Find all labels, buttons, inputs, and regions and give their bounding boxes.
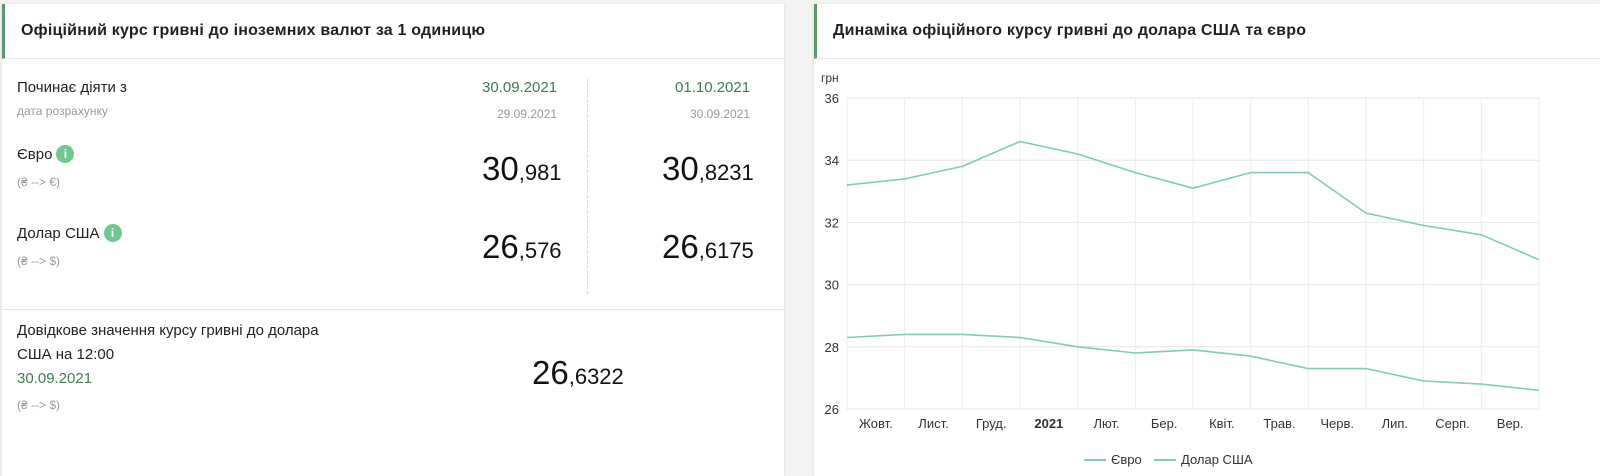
official-rates-title: Офіційний курс гривні до іноземних валют… <box>2 4 784 59</box>
usd-rate-col2-int: 26 <box>662 228 699 265</box>
official-rates-panel: Офіційний курс гривні до іноземних валют… <box>2 4 784 476</box>
legend-euro-swatch <box>1084 458 1106 461</box>
y-tick-label: 30 <box>825 278 839 293</box>
euro-rate-col1: 30,981 <box>482 152 562 189</box>
reference-rate-int: 26 <box>532 354 569 391</box>
col1-date: 30.09.2021 <box>482 79 558 96</box>
reference-rate: 26,6322 <box>532 356 624 393</box>
x-tick-label: Лют. <box>1093 416 1119 431</box>
usd-rate-col1: 26,576 <box>482 230 562 267</box>
y-tick-label: 36 <box>825 91 839 106</box>
usd-direction: (₴ --> $) <box>17 254 61 268</box>
y-axis-label: грн <box>821 71 839 85</box>
x-tick-label: Вер. <box>1497 416 1524 431</box>
y-tick-label: 26 <box>825 402 839 417</box>
usd-rate-col1-frac: ,576 <box>518 238 562 263</box>
x-tick-label: Трав. <box>1263 416 1295 431</box>
reference-label-line2: США на 12:00 <box>17 346 115 363</box>
euro-rate-col1-frac: ,981 <box>518 160 562 185</box>
euro-rate-col2-int: 30 <box>662 150 699 187</box>
usd-row-label: Долар США i <box>17 224 122 242</box>
dynamics-panel: Динаміка офіційного курсу гривні до дола… <box>814 4 1600 476</box>
y-tick-label: 32 <box>825 215 839 230</box>
info-icon[interactable]: i <box>56 145 75 163</box>
reference-date: 30.09.2021 <box>17 370 93 387</box>
usd-rate-col1-int: 26 <box>482 228 519 265</box>
section-divider <box>2 309 784 310</box>
euro-row-label: Євро i <box>17 145 75 163</box>
calc-date-label: дата розрахунку <box>17 104 108 118</box>
euro-rate-col2-frac: ,8231 <box>698 160 754 185</box>
info-icon[interactable]: i <box>103 224 122 242</box>
x-tick-label: Черв. <box>1320 416 1354 431</box>
reference-rate-frac: ,6322 <box>568 364 624 389</box>
starts-label: Починає діяти з <box>17 79 127 96</box>
usd-series-line <box>846 333 1540 392</box>
euro-series-line <box>846 140 1540 261</box>
x-tick-label: Груд. <box>976 416 1007 431</box>
dynamics-title: Динаміка офіційного курсу гривні до дола… <box>814 4 1600 59</box>
legend-usd-swatch <box>1154 458 1176 461</box>
x-tick-label: Жовт. <box>859 416 893 431</box>
x-tick-label: Бер. <box>1151 416 1178 431</box>
x-tick-label: 2021 <box>1034 416 1063 431</box>
euro-rate-col2: 30,8231 <box>662 152 754 189</box>
y-tick-label: 28 <box>825 340 839 355</box>
euro-label: Євро <box>17 146 53 163</box>
usd-rate-col2-frac: ,6175 <box>698 238 754 263</box>
euro-direction: (₴ --> €) <box>17 175 61 189</box>
legend-euro-label: Євро <box>1111 452 1142 467</box>
legend-usd[interactable]: Долар США <box>1154 452 1253 467</box>
x-tick-label: Лип. <box>1382 416 1408 431</box>
legend-usd-label: Долар США <box>1181 452 1253 467</box>
y-tick-label: 34 <box>825 153 839 168</box>
x-tick-label: Серп. <box>1435 416 1470 431</box>
reference-label-line1: Довідкове значення курсу гривні до долар… <box>17 322 319 339</box>
col2-calc-date: 30.09.2021 <box>690 107 751 121</box>
column-divider <box>587 79 588 294</box>
reference-direction: (₴ --> $) <box>17 398 61 412</box>
legend-euro[interactable]: Євро <box>1084 452 1142 467</box>
col2-date: 01.10.2021 <box>675 79 751 96</box>
rate-chart[interactable]: 36 34 32 30 28 26 грн Жовт. Лист. Груд. 2021 Лют. Бе… <box>814 59 1600 476</box>
usd-label: Долар США <box>17 225 100 242</box>
col1-calc-date: 29.09.2021 <box>497 107 558 121</box>
euro-rate-col1-int: 30 <box>482 150 519 187</box>
usd-rate-col2: 26,6175 <box>662 230 754 267</box>
x-tick-label: Лист. <box>918 416 948 431</box>
x-tick-label: Квіт. <box>1209 416 1235 431</box>
